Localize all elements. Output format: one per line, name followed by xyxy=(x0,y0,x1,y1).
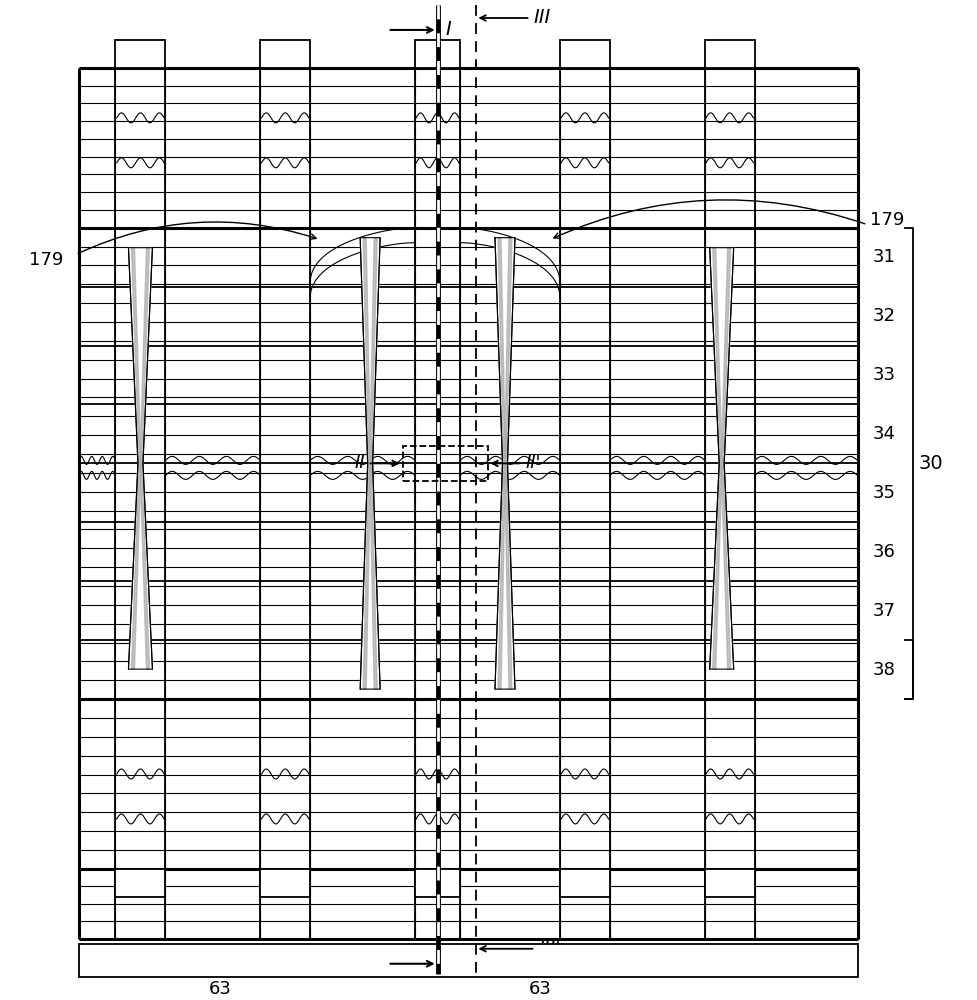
Text: II': II' xyxy=(526,454,541,472)
Polygon shape xyxy=(498,238,505,689)
Polygon shape xyxy=(140,248,149,669)
Bar xyxy=(560,40,610,68)
Text: 179: 179 xyxy=(870,211,904,229)
Bar xyxy=(260,40,311,68)
Polygon shape xyxy=(721,248,731,669)
Polygon shape xyxy=(712,248,722,669)
Bar xyxy=(115,869,165,897)
Text: 32: 32 xyxy=(872,307,896,325)
Text: 35: 35 xyxy=(872,484,896,502)
Text: II: II xyxy=(354,454,364,472)
Bar xyxy=(403,446,488,481)
Text: I': I' xyxy=(446,954,456,973)
Text: III: III xyxy=(533,8,551,27)
Bar xyxy=(78,944,858,977)
Bar xyxy=(260,869,311,897)
Bar xyxy=(560,869,610,897)
Bar xyxy=(704,869,754,897)
Polygon shape xyxy=(361,238,380,689)
Text: 31: 31 xyxy=(872,248,895,266)
Polygon shape xyxy=(495,238,515,689)
Bar xyxy=(115,40,165,68)
Text: 30: 30 xyxy=(918,454,943,473)
Polygon shape xyxy=(504,238,512,689)
Polygon shape xyxy=(128,248,152,669)
Bar xyxy=(415,869,460,897)
Bar xyxy=(415,40,460,68)
Text: 179: 179 xyxy=(28,251,63,269)
Polygon shape xyxy=(369,238,377,689)
Text: 34: 34 xyxy=(872,425,896,443)
Text: 33: 33 xyxy=(872,366,896,384)
Text: 37: 37 xyxy=(872,602,896,620)
Polygon shape xyxy=(132,248,141,669)
Polygon shape xyxy=(363,238,370,689)
Text: 36: 36 xyxy=(872,543,895,561)
Text: I: I xyxy=(446,20,451,39)
Polygon shape xyxy=(709,248,734,669)
Text: III': III' xyxy=(538,939,561,958)
Text: 38: 38 xyxy=(872,661,895,679)
Bar xyxy=(704,40,754,68)
Text: 63: 63 xyxy=(209,980,232,998)
Text: 63: 63 xyxy=(529,980,551,998)
